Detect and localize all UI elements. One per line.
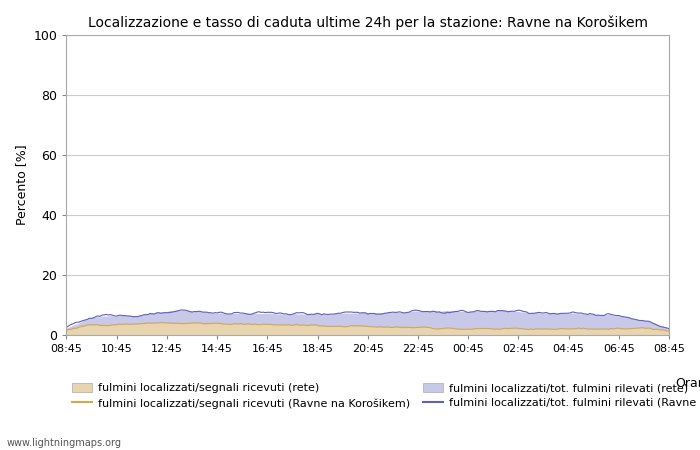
- Text: www.lightningmaps.org: www.lightningmaps.org: [7, 438, 122, 448]
- Title: Localizzazione e tasso di caduta ultime 24h per la stazione: Ravne na Korošikem: Localizzazione e tasso di caduta ultime …: [88, 15, 648, 30]
- Y-axis label: Percento [%]: Percento [%]: [15, 144, 28, 225]
- Text: Orario: Orario: [675, 377, 700, 390]
- Legend: fulmini localizzati/segnali ricevuti (rete), fulmini localizzati/segnali ricevut: fulmini localizzati/segnali ricevuti (re…: [72, 382, 700, 409]
